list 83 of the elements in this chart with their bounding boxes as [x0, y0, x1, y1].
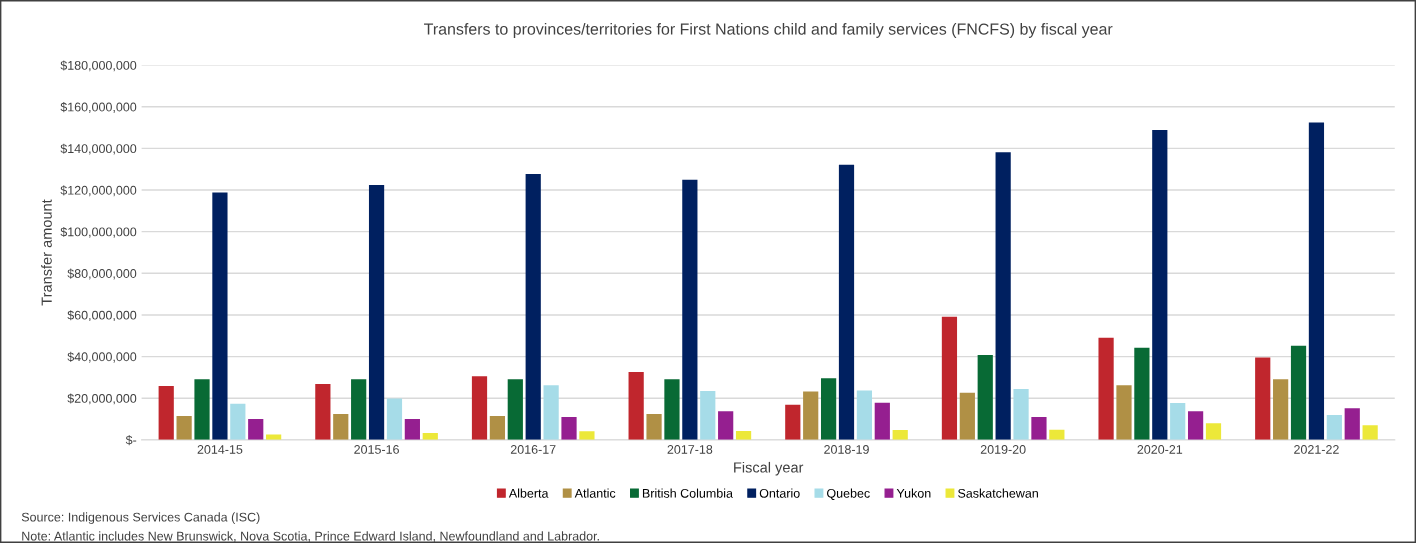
bar [1273, 379, 1289, 440]
legend-label: British Columbia [642, 488, 733, 498]
bar [1170, 402, 1186, 440]
bar [977, 354, 993, 440]
bar [820, 378, 837, 440]
x-tick-label: 2018-19 [824, 445, 869, 454]
bar [176, 415, 192, 440]
bar [471, 376, 488, 440]
bar [628, 371, 644, 440]
bar [941, 316, 958, 440]
bar [700, 391, 716, 440]
x-tick-label: 2019-20 [980, 445, 1026, 454]
legend-label: Ontario [759, 488, 800, 498]
bar [194, 379, 210, 440]
y-tick-label: $60,000,000 [67, 310, 137, 322]
bar [718, 411, 734, 440]
x-tick-label: 2014-15 [197, 445, 243, 454]
bar [351, 379, 367, 440]
x-tick-label: 2016-17 [510, 445, 556, 454]
y-tick-label: $160,000,000 [60, 102, 137, 113]
bar [1098, 337, 1114, 440]
y-tick-label: $100,000,000 [60, 226, 137, 238]
legend-label: Yukon [896, 488, 931, 498]
bar [561, 416, 577, 440]
bar [404, 419, 420, 440]
bar [1362, 425, 1378, 440]
bar [1255, 357, 1271, 440]
bar [1344, 408, 1360, 440]
chart-title: Transfers to provinces/territories for First Nations child and family services (FNCFS) by fiscal year [424, 23, 1113, 38]
bar [1116, 385, 1132, 440]
bar [856, 390, 873, 440]
y-tick-label: $40,000,000 [67, 351, 137, 363]
y-axis-title: Transfer amount [41, 199, 52, 306]
bar [525, 174, 541, 440]
bar [579, 431, 595, 440]
source-note: Source: Indigenous Services Canada (ISC) [21, 512, 260, 524]
bar [212, 192, 228, 440]
bar [1134, 347, 1150, 440]
bar [507, 379, 523, 440]
x-tick-label: 2017-18 [667, 445, 713, 454]
bar [386, 398, 403, 440]
y-tick-label: $140,000,000 [60, 143, 137, 155]
x-tick-label: 2020-21 [1137, 445, 1183, 454]
bar [266, 434, 282, 440]
bar [1152, 129, 1168, 440]
bar [959, 392, 975, 440]
bar [1013, 389, 1029, 440]
bar [646, 414, 662, 440]
bar [1290, 345, 1307, 440]
x-tick-label: 2021-22 [1294, 445, 1339, 454]
y-tick-label: $120,000,000 [60, 185, 137, 197]
bar [785, 404, 801, 440]
y-tick-label: $80,000,000 [67, 268, 137, 280]
bar [315, 384, 331, 440]
text: Note: Atlantic includes New Brunswick, Nova Scotia, Prince Edward Island, Newfoundland and Labrador. [22, 531, 599, 543]
x-axis-title: Fiscal year [734, 461, 804, 476]
bar [1326, 415, 1342, 440]
y-tick-label: $- [125, 435, 137, 446]
bar [368, 185, 385, 440]
bar [158, 385, 174, 440]
bar [892, 430, 908, 440]
bar [1031, 416, 1047, 440]
y-tick-label: $180,000,000 [60, 60, 137, 72]
bar [1205, 423, 1222, 440]
bar [664, 379, 680, 440]
bar [995, 152, 1011, 440]
legend-label: Atlantic [574, 488, 616, 498]
bar [489, 415, 506, 440]
bar [874, 402, 890, 440]
bar [682, 179, 698, 440]
legend-label: Saskatchewan [958, 488, 1038, 498]
legend-label: Quebec [827, 488, 870, 500]
bar [248, 419, 264, 440]
bar [1308, 122, 1325, 440]
bar [333, 414, 349, 440]
bar [803, 391, 819, 440]
bar [838, 164, 855, 440]
y-tick-label: $20,000,000 [67, 393, 137, 405]
bar [543, 385, 559, 440]
legend-label: Alberta [508, 488, 549, 498]
bar [1187, 411, 1204, 440]
x-tick-label: 2015-16 [354, 445, 399, 454]
bar [230, 403, 246, 440]
